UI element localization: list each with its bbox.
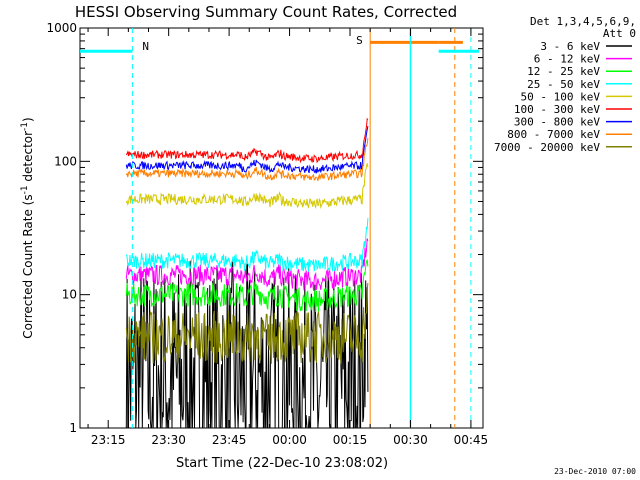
series-line bbox=[125, 282, 369, 364]
legend-label: 50 - 100 keV bbox=[521, 90, 601, 103]
legend-label: 12 - 25 keV bbox=[527, 65, 600, 78]
legend-label: 6 - 12 keV bbox=[534, 53, 601, 66]
x-tick-label: 00:00 bbox=[272, 433, 307, 447]
series-layer bbox=[125, 117, 369, 429]
night-marker-label: N bbox=[142, 40, 149, 53]
y-tick-label: 1 bbox=[69, 421, 77, 435]
series-line bbox=[125, 238, 369, 291]
x-tick-label: 00:15 bbox=[333, 433, 368, 447]
footer-date: 23-Dec-2010 07:00 bbox=[554, 467, 636, 476]
legend-label: 25 - 50 keV bbox=[527, 78, 600, 91]
series-line bbox=[125, 126, 369, 174]
saa-marker-label: S bbox=[356, 34, 363, 47]
legend-label: 300 - 800 keV bbox=[514, 116, 600, 129]
y-tick-label: 10 bbox=[62, 288, 77, 302]
legend-label: 800 - 7000 keV bbox=[507, 128, 600, 141]
series-line bbox=[125, 163, 369, 210]
y-tick-label: 100 bbox=[54, 154, 77, 168]
x-axis-label: Start Time (22-Dec-10 23:08:02) bbox=[176, 456, 388, 471]
x-tick-label: 23:30 bbox=[151, 433, 186, 447]
x-tick-label: 00:45 bbox=[454, 433, 489, 447]
x-tick-label: 23:15 bbox=[91, 433, 126, 447]
legend-label: 100 - 300 keV bbox=[514, 103, 600, 116]
x-tick-label: 23:45 bbox=[212, 433, 247, 447]
axis-ticks: 23:15 23:30 23:45 00:00 00:15 00:30 00:45 1 10 10… bbox=[46, 21, 488, 447]
legend-label: 7000 - 20000 keV bbox=[494, 141, 600, 154]
legend-header-2: Att 0 bbox=[603, 27, 636, 40]
series-line bbox=[125, 218, 369, 272]
series-line bbox=[125, 117, 369, 164]
series-line bbox=[125, 258, 369, 313]
legend-header-1: Det 1,3,4,5,6,9, bbox=[530, 15, 636, 28]
chart-title: HESSI Observing Summary Count Rates, Cor… bbox=[75, 3, 457, 21]
y-axis-label: Corrected Count Rate (s-1 detector-1) bbox=[20, 117, 35, 338]
series-line bbox=[125, 137, 369, 182]
series-line bbox=[125, 260, 369, 429]
y-tick-label: 1000 bbox=[46, 21, 77, 35]
legend-label: 3 - 6 keV bbox=[540, 40, 600, 53]
x-tick-label: 00:30 bbox=[393, 433, 428, 447]
